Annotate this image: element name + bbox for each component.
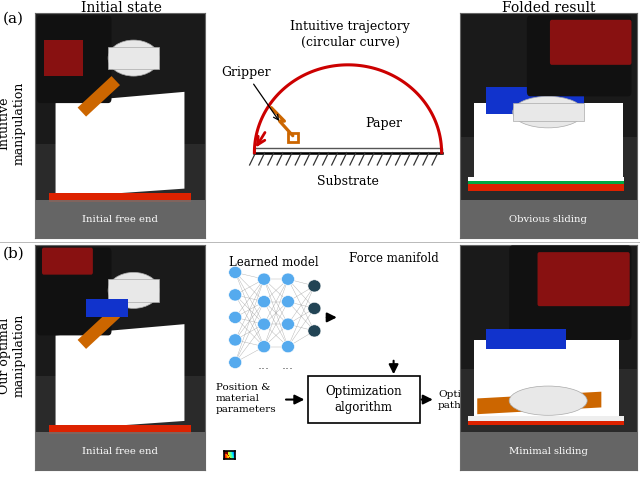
- FancyBboxPatch shape: [509, 245, 632, 340]
- Text: Optimal
path: Optimal path: [438, 390, 480, 409]
- FancyBboxPatch shape: [42, 248, 93, 274]
- Circle shape: [228, 289, 242, 301]
- Text: Optimization
algorithm: Optimization algorithm: [325, 385, 402, 414]
- Text: Gripper: Gripper: [221, 66, 278, 120]
- Circle shape: [257, 341, 271, 353]
- FancyBboxPatch shape: [460, 137, 637, 238]
- Text: Intuitive trajectory
(circular curve): Intuitive trajectory (circular curve): [291, 20, 410, 49]
- FancyBboxPatch shape: [37, 15, 111, 103]
- Circle shape: [308, 280, 321, 292]
- Ellipse shape: [513, 96, 584, 128]
- Text: Force manifold: Force manifold: [349, 252, 438, 265]
- Text: Initial free end: Initial free end: [82, 448, 158, 456]
- FancyBboxPatch shape: [35, 376, 205, 470]
- Polygon shape: [56, 92, 184, 197]
- FancyBboxPatch shape: [255, 148, 442, 152]
- Polygon shape: [56, 324, 184, 430]
- Circle shape: [228, 356, 242, 368]
- Circle shape: [308, 302, 321, 315]
- FancyBboxPatch shape: [49, 425, 191, 435]
- Ellipse shape: [108, 40, 159, 76]
- FancyBboxPatch shape: [460, 432, 637, 470]
- FancyBboxPatch shape: [468, 177, 625, 181]
- FancyBboxPatch shape: [460, 200, 637, 238]
- Text: Substrate: Substrate: [317, 175, 379, 188]
- Circle shape: [228, 334, 242, 346]
- Circle shape: [308, 325, 321, 337]
- Circle shape: [257, 273, 271, 285]
- Polygon shape: [77, 308, 120, 349]
- FancyBboxPatch shape: [468, 416, 625, 421]
- Ellipse shape: [108, 272, 159, 308]
- Ellipse shape: [509, 386, 587, 415]
- FancyBboxPatch shape: [486, 329, 566, 349]
- FancyBboxPatch shape: [108, 47, 159, 69]
- FancyBboxPatch shape: [550, 20, 632, 65]
- Polygon shape: [477, 392, 602, 414]
- FancyBboxPatch shape: [468, 180, 625, 191]
- FancyBboxPatch shape: [460, 369, 637, 470]
- Text: Minimal sliding: Minimal sliding: [509, 448, 588, 456]
- FancyBboxPatch shape: [468, 179, 625, 184]
- FancyBboxPatch shape: [468, 416, 625, 425]
- Text: Our optimal
manipulation: Our optimal manipulation: [0, 314, 26, 397]
- FancyBboxPatch shape: [35, 200, 205, 238]
- Text: Initial free end: Initial free end: [82, 215, 158, 224]
- Text: Learned model: Learned model: [228, 256, 319, 269]
- Polygon shape: [44, 40, 83, 76]
- FancyBboxPatch shape: [108, 279, 159, 302]
- Circle shape: [257, 318, 271, 330]
- Circle shape: [228, 311, 242, 323]
- Polygon shape: [474, 340, 619, 421]
- Polygon shape: [474, 103, 623, 182]
- Polygon shape: [77, 76, 120, 117]
- Circle shape: [282, 273, 294, 285]
- Circle shape: [282, 318, 294, 330]
- FancyBboxPatch shape: [37, 248, 111, 335]
- Text: (b): (b): [3, 247, 25, 261]
- Text: Obvious sliding: Obvious sliding: [509, 215, 587, 224]
- Text: Folded result: Folded result: [502, 1, 596, 15]
- FancyBboxPatch shape: [35, 432, 205, 470]
- Text: Position &
material
parameters: Position & material parameters: [216, 383, 276, 414]
- Circle shape: [282, 296, 294, 308]
- Text: Intuitive
manipulation: Intuitive manipulation: [0, 82, 26, 165]
- FancyBboxPatch shape: [527, 15, 632, 96]
- Text: Paper: Paper: [365, 117, 403, 130]
- FancyBboxPatch shape: [513, 103, 584, 121]
- Text: ···: ···: [258, 363, 270, 376]
- Text: ···: ···: [282, 363, 294, 376]
- Circle shape: [282, 341, 294, 353]
- FancyBboxPatch shape: [538, 252, 630, 306]
- FancyBboxPatch shape: [35, 144, 205, 238]
- Circle shape: [257, 296, 271, 308]
- FancyBboxPatch shape: [308, 377, 420, 423]
- Circle shape: [228, 266, 242, 278]
- Text: Initial state: Initial state: [81, 1, 162, 15]
- FancyBboxPatch shape: [486, 87, 584, 114]
- FancyBboxPatch shape: [86, 300, 129, 318]
- FancyBboxPatch shape: [49, 193, 191, 202]
- Text: (a): (a): [3, 12, 24, 26]
